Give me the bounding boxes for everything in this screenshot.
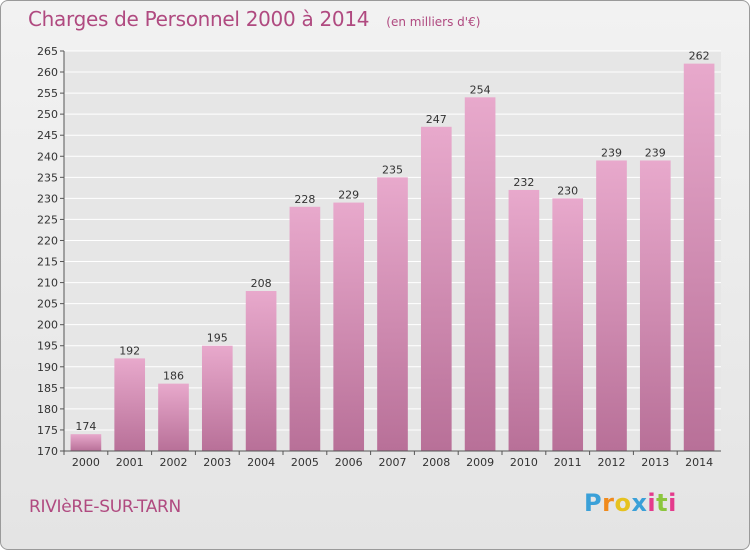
bar [158, 383, 189, 451]
x-tick-label: 2004 [247, 456, 275, 469]
y-tick-label: 255 [37, 87, 58, 100]
y-tick-label: 190 [37, 361, 58, 374]
data-label: 247 [426, 113, 447, 126]
y-tick-label: 240 [37, 150, 58, 163]
y-tick-label: 170 [37, 445, 58, 458]
x-tick-label: 2007 [379, 456, 407, 469]
chart-title: Charges de Personnel 2000 à 2014 [28, 7, 370, 31]
x-tick-label: 2005 [291, 456, 319, 469]
y-tick-label: 225 [37, 213, 58, 226]
bar [333, 202, 365, 451]
y-tick-label: 250 [37, 108, 58, 121]
data-label: 230 [557, 184, 578, 197]
bar [552, 198, 584, 451]
y-tick-label: 210 [37, 277, 58, 290]
data-label: 262 [689, 50, 710, 63]
bar [508, 189, 540, 451]
data-label: 232 [513, 176, 534, 189]
data-label: 254 [470, 83, 491, 96]
data-label: 208 [251, 277, 272, 290]
bar [114, 358, 146, 451]
bar [596, 160, 627, 451]
axes: 170 175 180 185 190 195 200 205 210 215 220 225 230 2… [37, 45, 721, 469]
x-tick-label: 2010 [510, 456, 538, 469]
x-tick-label: 2014 [685, 456, 713, 469]
y-tick-label: 260 [37, 66, 58, 79]
bar [70, 434, 102, 451]
y-tick-label: 180 [37, 403, 58, 416]
x-tick-label: 2009 [466, 456, 494, 469]
y-tick-label: 265 [37, 45, 58, 58]
x-tick-label: 2011 [554, 456, 582, 469]
bar [464, 97, 496, 451]
y-tick-label: 220 [37, 234, 58, 247]
y-tick-label: 200 [37, 319, 58, 332]
place-name: RIVIèRE-SUR-TARN [29, 497, 181, 517]
y-tick-label: 245 [37, 129, 58, 142]
logo-letter: x [631, 489, 648, 517]
logo-letter: P [584, 489, 603, 517]
bar [289, 206, 321, 451]
data-label: 195 [207, 332, 228, 345]
x-tick-label: 2013 [641, 456, 669, 469]
data-label: 235 [382, 163, 403, 176]
x-tick-label: 2002 [160, 456, 188, 469]
bar [683, 63, 715, 451]
data-label: 228 [294, 193, 315, 206]
x-tick-label: 2003 [203, 456, 231, 469]
y-tick-label: 195 [37, 340, 58, 353]
data-label: 186 [163, 370, 184, 383]
x-tick-label: 2006 [335, 456, 363, 469]
title-row: Charges de Personnel 2000 à 2014 (en mil… [28, 7, 480, 31]
logo-letter: r [602, 489, 615, 517]
x-tick-label: 2001 [116, 456, 144, 469]
y-tick-label: 215 [37, 256, 58, 269]
y-tick-label: 235 [37, 171, 58, 184]
bar [639, 160, 671, 451]
logo-letter: i [647, 489, 657, 517]
x-tick-label: 2012 [598, 456, 626, 469]
logo-letter: i [668, 489, 677, 517]
y-tick-label: 230 [37, 192, 58, 205]
data-label: 192 [119, 344, 140, 357]
data-label: 174 [75, 420, 96, 433]
x-tick-label: 2008 [422, 456, 450, 469]
y-tick-label: 175 [37, 424, 58, 437]
logo-letter: o [614, 489, 632, 517]
proxiti-logo: Proxiti [584, 489, 677, 517]
bars: 174 192 186 195 208 228 229 235 247 254 232 230 239 2… [70, 50, 715, 451]
bar [420, 126, 452, 451]
bar [245, 291, 277, 451]
unit-note: (en milliers d'€) [386, 15, 481, 29]
x-tick-label: 2000 [72, 456, 100, 469]
data-label: 239 [601, 146, 622, 159]
y-tick-label: 185 [37, 382, 58, 395]
bar [377, 177, 408, 451]
bar [201, 345, 233, 451]
y-tick-label: 205 [37, 298, 58, 311]
logo-letter: t [656, 489, 669, 517]
data-label: 239 [645, 146, 666, 159]
data-label: 229 [338, 189, 359, 202]
